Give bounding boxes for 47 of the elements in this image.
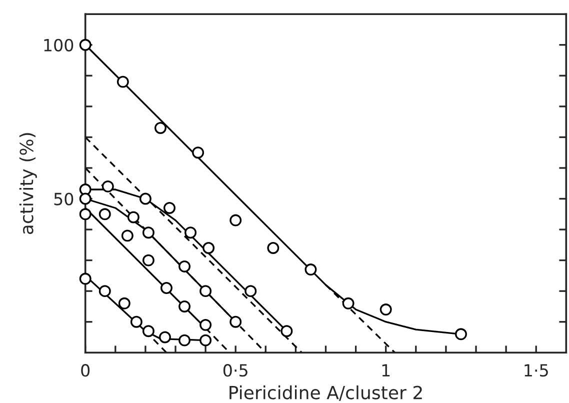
x-tick-label: 1 [382, 364, 390, 376]
y-tick-label: 100 [44, 38, 74, 52]
point [164, 202, 176, 214]
point [160, 282, 172, 294]
point [380, 304, 392, 316]
point [154, 122, 166, 134]
point [192, 146, 204, 159]
point [139, 192, 152, 205]
point [79, 38, 92, 51]
point [178, 334, 190, 346]
point [202, 242, 215, 254]
point [178, 260, 190, 272]
point [230, 214, 242, 226]
point [244, 285, 257, 298]
point [454, 328, 467, 340]
point [142, 254, 154, 266]
point [178, 300, 190, 312]
point [230, 316, 242, 328]
point [116, 76, 129, 88]
point [200, 334, 212, 346]
point [142, 226, 154, 239]
x-tick-label: 0·5 [223, 364, 248, 377]
point [200, 318, 212, 331]
point [267, 242, 280, 254]
x-tick-label: 1·5 [524, 364, 548, 377]
point [118, 297, 130, 310]
point [79, 208, 92, 220]
y-tick-label: 50 [54, 192, 74, 206]
point [142, 325, 154, 338]
point [79, 272, 92, 285]
point [280, 325, 293, 338]
point [79, 184, 92, 196]
point [79, 192, 92, 205]
point [184, 226, 197, 239]
point [121, 230, 134, 242]
point [102, 180, 114, 192]
point [98, 208, 111, 220]
x-tick-label: 0 [81, 364, 90, 377]
x-axis-title: Piericidine A/cluster 2 [230, 385, 422, 401]
point [127, 211, 140, 224]
y-axis-title: activity (%) [19, 133, 37, 234]
point [98, 285, 111, 298]
point [200, 285, 212, 298]
point [304, 264, 317, 276]
point [130, 316, 142, 328]
point [159, 331, 171, 344]
point [342, 297, 354, 310]
